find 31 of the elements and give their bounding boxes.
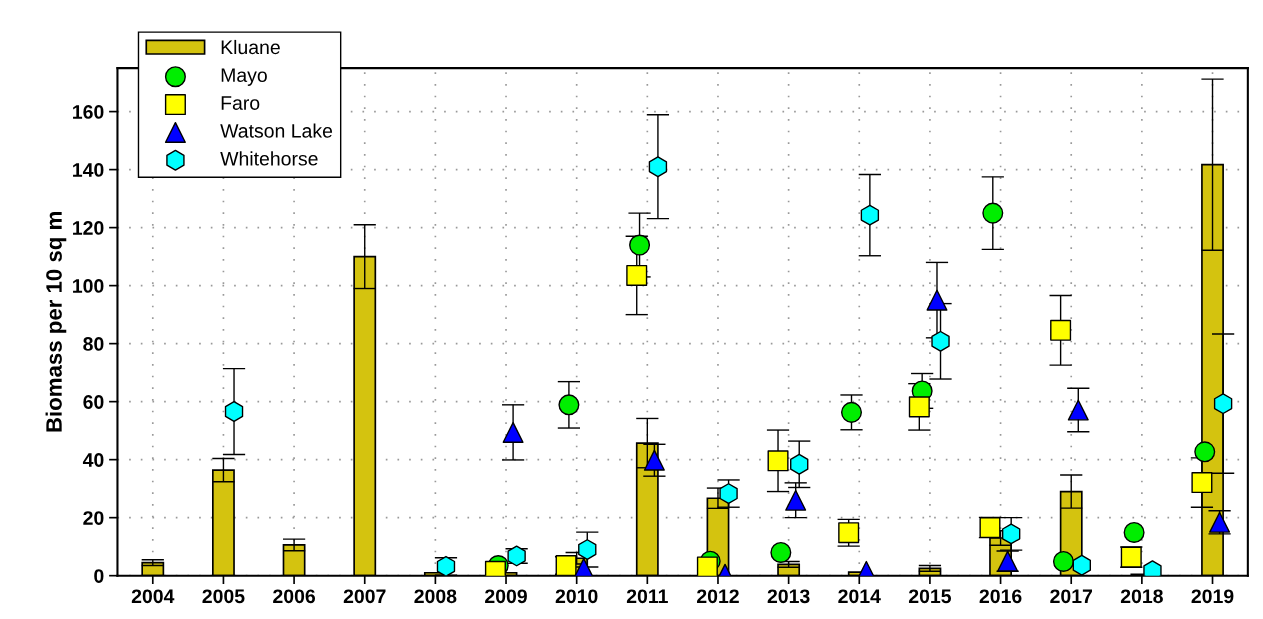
legend-label: Whitehorse (220, 151, 318, 166)
x-tick-label: 2017 (1050, 589, 1092, 604)
x-tick-label: 2009 (485, 589, 527, 604)
y-tick-label: 140 (73, 163, 104, 177)
legend-label: Watson Lake (220, 123, 333, 138)
x-tick-label: 2019 (1191, 589, 1234, 604)
x-tick-label: 2011 (626, 589, 668, 604)
x-tick-label: 2013 (767, 589, 810, 604)
x-tick-label: 2007 (343, 589, 386, 604)
y-tick-label: 20 (83, 511, 104, 525)
x-tick-label: 2005 (202, 589, 245, 604)
y-tick-label: 40 (82, 453, 104, 467)
x-tick-label: 2008 (414, 589, 457, 604)
y-tick-label: 120 (73, 221, 104, 235)
x-tick-label: 2018 (1120, 589, 1163, 604)
x-tick-label: 2010 (555, 589, 598, 604)
x-tick-label: 2016 (979, 589, 1022, 604)
x-tick-label: 2014 (838, 589, 881, 604)
y-tick-label: 100 (73, 279, 104, 293)
x-tick-label: 2015 (908, 589, 952, 604)
x-tick-label: 2012 (697, 589, 739, 604)
legend-label: Mayo (221, 68, 267, 86)
x-tick-label: 2006 (273, 589, 316, 604)
y-tick-label: 80 (83, 337, 104, 351)
legend-label: Kluane (221, 39, 280, 55)
y-tick-label: 0 (94, 569, 104, 583)
legend-label: Faro (221, 96, 260, 110)
y-axis-title: Biomass per 10 sq m (45, 212, 67, 432)
x-tick-label: 2004 (131, 589, 175, 604)
y-tick-label: 60 (83, 395, 104, 409)
y-tick-label: 160 (73, 105, 104, 119)
